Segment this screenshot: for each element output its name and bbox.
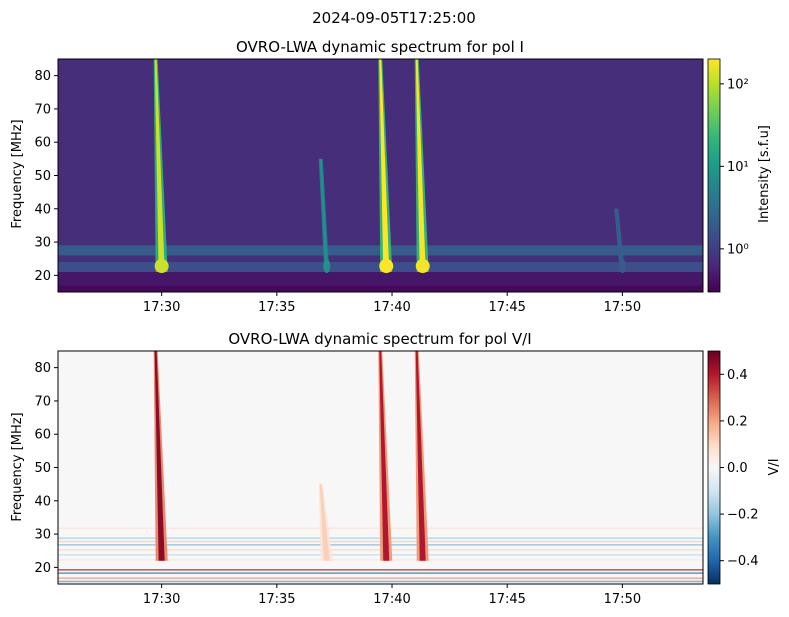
burst-core xyxy=(615,208,624,273)
colorbar-tick-label: 0.0 xyxy=(727,461,748,476)
y-tick-label: 70 xyxy=(34,394,51,409)
colorbar-ticks-stokes-i: 10⁰ 10¹ 10² xyxy=(720,77,749,257)
x-tick-label: 17:45 xyxy=(488,592,525,607)
panel-stokes-i: OVRO-LWA dynamic spectrum for pol I Freq… xyxy=(10,38,772,315)
colorbar-tick-label: −0.2 xyxy=(727,508,759,523)
frequency-band xyxy=(58,572,703,574)
frequency-band xyxy=(58,580,703,583)
colorbar-tick-label: −0.4 xyxy=(727,554,759,569)
burst-footpoint xyxy=(154,259,169,274)
y-tick-label: 20 xyxy=(34,561,51,576)
colorbar-stokes-vi xyxy=(707,350,721,585)
frequency-band xyxy=(58,272,703,286)
x-ticks-stokes-i: 17:30 17:35 17:40 17:45 17:50 xyxy=(143,292,641,315)
y-tick-label: 50 xyxy=(34,461,51,476)
y-tick-label: 40 xyxy=(34,202,51,217)
y-axis-label-stokes-i: Frequency [MHz] xyxy=(10,119,25,228)
burst-core xyxy=(154,351,165,561)
burst-core xyxy=(415,59,426,273)
burst-core xyxy=(379,351,390,561)
colorbar-tick-label: 10⁰ xyxy=(727,242,749,257)
y-tick-label: 30 xyxy=(34,236,51,251)
panel-title-stokes-i: OVRO-LWA dynamic spectrum for pol I xyxy=(236,38,524,56)
frequency-band xyxy=(58,577,703,579)
x-tick-label: 17:35 xyxy=(258,592,295,607)
y-tick-label: 20 xyxy=(34,269,51,284)
burst-footpoint xyxy=(379,259,394,274)
spectrum-image-stokes-i xyxy=(58,59,703,292)
burst-footpoint xyxy=(618,259,626,274)
colorbar-tick-label: 0.4 xyxy=(727,368,748,383)
y-tick-label: 80 xyxy=(34,69,51,84)
x-tick-label: 17:35 xyxy=(258,300,295,315)
y-tick-label: 80 xyxy=(34,361,51,376)
colorbar-stokes-i xyxy=(707,58,721,293)
x-tick-label: 17:30 xyxy=(143,300,180,315)
x-tick-label: 17:50 xyxy=(604,592,641,607)
figure-suptitle: 2024-09-05T17:25:00 xyxy=(312,9,476,27)
frequency-band xyxy=(58,569,703,571)
y-tick-label: 70 xyxy=(34,102,51,117)
panel-title-stokes-vi: OVRO-LWA dynamic spectrum for pol V/I xyxy=(228,330,531,348)
spectrum-image-stokes-vi xyxy=(58,351,703,584)
x-tick-label: 17:45 xyxy=(488,300,525,315)
y-ticks-stokes-i: 20 30 40 50 60 70 80 xyxy=(34,69,58,284)
colorbar-label-stokes-vi: V/I xyxy=(767,458,782,475)
burst-core xyxy=(379,59,390,273)
burst-footpoint xyxy=(323,259,331,274)
colorbar-ticks-stokes-vi: 0.4 0.2 0.0 −0.2 −0.4 xyxy=(720,368,759,569)
burst-core xyxy=(319,484,330,561)
x-tick-label: 17:30 xyxy=(143,592,180,607)
colorbar-tick-label: 0.2 xyxy=(727,414,748,429)
y-tick-label: 60 xyxy=(34,428,51,443)
y-tick-label: 30 xyxy=(34,528,51,543)
x-tick-label: 17:40 xyxy=(373,592,410,607)
colorbar-tick-label: 10² xyxy=(727,77,749,92)
y-tick-label: 50 xyxy=(34,169,51,184)
burst-core xyxy=(319,158,328,273)
x-tick-label: 17:40 xyxy=(373,300,410,315)
y-ticks-stokes-vi: 20 30 40 50 60 70 80 xyxy=(34,361,58,576)
frequency-band xyxy=(58,285,703,292)
colorbar-label-stokes-i: Intensity [s.f.u] xyxy=(757,125,772,223)
y-tick-label: 40 xyxy=(34,494,51,509)
burst-footpoint xyxy=(415,259,430,274)
burst-core xyxy=(415,351,426,561)
panel-stokes-vi: OVRO-LWA dynamic spectrum for pol V/I Fr… xyxy=(10,330,782,607)
y-axis-label-stokes-vi: Frequency [MHz] xyxy=(10,412,25,521)
y-tick-label: 60 xyxy=(34,136,51,151)
x-ticks-stokes-vi: 17:30 17:35 17:40 17:45 17:50 xyxy=(143,584,641,607)
burst-core xyxy=(154,59,165,273)
colorbar-tick-label: 10¹ xyxy=(727,160,749,175)
x-tick-label: 17:50 xyxy=(604,300,641,315)
